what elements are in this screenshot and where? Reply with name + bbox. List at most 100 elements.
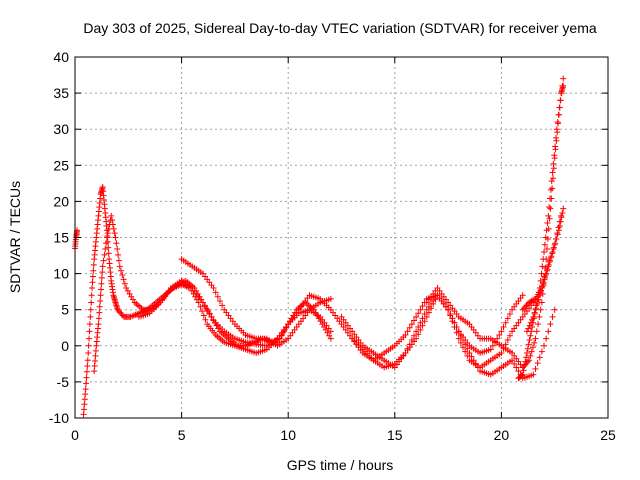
data-point xyxy=(543,335,550,342)
data-point xyxy=(121,280,128,287)
data-point xyxy=(554,118,561,125)
data-point xyxy=(527,352,534,359)
data-point xyxy=(534,360,541,367)
data-point xyxy=(546,204,553,211)
data-point xyxy=(553,235,560,242)
data-point xyxy=(81,396,88,403)
data-point xyxy=(118,311,125,318)
data-point xyxy=(105,244,112,251)
data-point xyxy=(87,306,94,313)
data-point xyxy=(453,324,460,331)
data-point xyxy=(523,302,530,309)
data-point xyxy=(523,354,530,361)
data-point xyxy=(518,372,525,379)
data-point xyxy=(547,186,554,193)
data-point xyxy=(533,328,540,335)
data-point xyxy=(410,317,417,324)
data-point xyxy=(509,357,516,364)
x-tick-label: 10 xyxy=(280,427,296,443)
data-point xyxy=(105,250,112,257)
data-point xyxy=(529,344,536,351)
data-point xyxy=(540,279,547,286)
data-point xyxy=(276,335,283,342)
data-point xyxy=(280,328,287,335)
y-tick-label: 30 xyxy=(53,121,69,137)
data-point xyxy=(502,319,509,326)
data-point xyxy=(536,313,543,320)
y-tick-label: 40 xyxy=(53,49,69,65)
data-point xyxy=(560,82,567,89)
data-point xyxy=(538,287,545,294)
data-point xyxy=(464,345,471,352)
data-point xyxy=(548,253,555,260)
data-point xyxy=(87,313,94,320)
data-point xyxy=(543,227,550,234)
data-point xyxy=(536,354,543,361)
data-point xyxy=(538,348,545,355)
x-tick-label: 5 xyxy=(178,427,186,443)
data-point xyxy=(108,212,115,219)
data-point xyxy=(544,220,551,227)
y-axis-label: SDTVAR / TECUs xyxy=(7,181,23,293)
data-point xyxy=(89,285,96,292)
data-point xyxy=(551,306,558,313)
data-point xyxy=(513,364,520,371)
data-point xyxy=(421,318,428,325)
data-point xyxy=(520,367,527,374)
data-point xyxy=(419,322,426,329)
data-point xyxy=(102,246,109,253)
data-point xyxy=(283,324,290,331)
data-point xyxy=(531,309,538,316)
data-point xyxy=(555,227,562,234)
data-point xyxy=(118,267,125,274)
data-point xyxy=(104,230,111,237)
data-point xyxy=(544,266,551,273)
data-point xyxy=(81,401,88,408)
data-point xyxy=(524,345,531,352)
data-point xyxy=(489,342,496,349)
data-point xyxy=(200,312,207,319)
data-point xyxy=(206,310,213,317)
data-point xyxy=(547,257,554,264)
data-point xyxy=(457,332,464,339)
data-point xyxy=(103,234,110,241)
data-point xyxy=(432,296,439,303)
data-point xyxy=(91,363,98,370)
data-point xyxy=(506,332,513,339)
data-point xyxy=(413,335,420,342)
chart-title: Day 303 of 2025, Sidereal Day-to-day VTE… xyxy=(83,20,596,36)
data-point xyxy=(539,263,546,270)
data-point xyxy=(530,313,537,320)
data-point xyxy=(115,308,122,315)
data-point xyxy=(119,272,126,279)
data-point xyxy=(415,331,422,338)
data-point xyxy=(98,280,105,287)
data-point xyxy=(552,143,559,150)
y-tick-label: 10 xyxy=(53,266,69,282)
data-point xyxy=(545,328,552,335)
data-point xyxy=(541,241,548,248)
data-point xyxy=(506,311,513,318)
series-sat-d xyxy=(178,256,334,349)
data-point xyxy=(112,234,119,241)
data-point xyxy=(116,263,123,270)
data-point xyxy=(496,331,503,338)
data-point xyxy=(89,273,96,280)
data-point xyxy=(85,342,92,349)
data-point xyxy=(417,326,424,333)
data-point xyxy=(202,316,209,323)
data-point xyxy=(408,321,415,328)
data-point xyxy=(553,126,560,133)
data-point xyxy=(103,240,110,247)
data-point xyxy=(85,350,92,357)
data-point xyxy=(417,306,424,313)
data-point xyxy=(462,341,469,348)
data-point xyxy=(547,195,554,202)
y-tick-label: -5 xyxy=(57,374,70,390)
data-point xyxy=(558,214,565,221)
data-point xyxy=(525,325,532,332)
data-point xyxy=(99,269,106,276)
data-point xyxy=(115,251,122,258)
data-point xyxy=(445,306,452,313)
